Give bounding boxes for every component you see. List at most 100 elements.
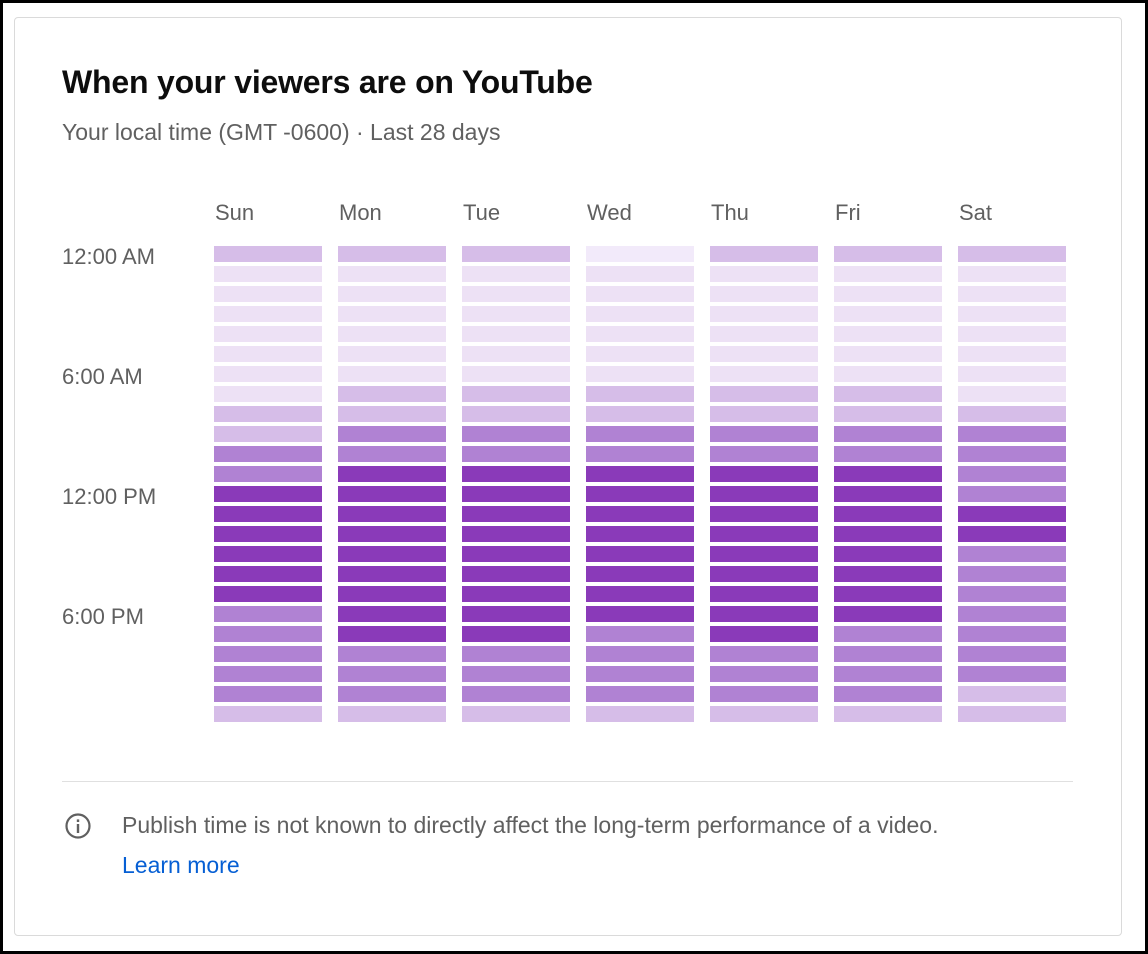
heatmap-cell-sun-hour-14[interactable]: [214, 526, 322, 542]
heatmap-cell-thu-hour-1[interactable]: [710, 266, 818, 282]
heatmap-cell-sun-hour-21[interactable]: [214, 666, 322, 682]
heatmap-cell-tue-hour-20[interactable]: [462, 646, 570, 662]
heatmap-cell-fri-hour-23[interactable]: [834, 706, 942, 722]
heatmap-cell-thu-hour-14[interactable]: [710, 526, 818, 542]
heatmap-cell-wed-hour-3[interactable]: [586, 306, 694, 322]
heatmap-cell-sat-hour-12[interactable]: [958, 486, 1066, 502]
heatmap-cell-fri-hour-4[interactable]: [834, 326, 942, 342]
heatmap-cell-sat-hour-17[interactable]: [958, 586, 1066, 602]
heatmap-cell-thu-hour-6[interactable]: [710, 366, 818, 382]
heatmap-cell-thu-hour-16[interactable]: [710, 566, 818, 582]
heatmap-cell-thu-hour-3[interactable]: [710, 306, 818, 322]
heatmap-cell-mon-hour-3[interactable]: [338, 306, 446, 322]
heatmap-cell-wed-hour-1[interactable]: [586, 266, 694, 282]
heatmap-cell-thu-hour-20[interactable]: [710, 646, 818, 662]
heatmap-cell-tue-hour-9[interactable]: [462, 426, 570, 442]
heatmap-cell-fri-hour-18[interactable]: [834, 606, 942, 622]
heatmap-cell-thu-hour-18[interactable]: [710, 606, 818, 622]
heatmap-cell-fri-hour-22[interactable]: [834, 686, 942, 702]
heatmap-cell-thu-hour-8[interactable]: [710, 406, 818, 422]
heatmap-cell-fri-hour-15[interactable]: [834, 546, 942, 562]
heatmap-cell-mon-hour-23[interactable]: [338, 706, 446, 722]
heatmap-cell-wed-hour-12[interactable]: [586, 486, 694, 502]
heatmap-cell-sat-hour-23[interactable]: [958, 706, 1066, 722]
heatmap-cell-fri-hour-1[interactable]: [834, 266, 942, 282]
heatmap-cell-sun-hour-19[interactable]: [214, 626, 322, 642]
heatmap-cell-sun-hour-23[interactable]: [214, 706, 322, 722]
heatmap-cell-thu-hour-13[interactable]: [710, 506, 818, 522]
heatmap-cell-sat-hour-20[interactable]: [958, 646, 1066, 662]
heatmap-cell-mon-hour-22[interactable]: [338, 686, 446, 702]
heatmap-cell-mon-hour-1[interactable]: [338, 266, 446, 282]
heatmap-cell-fri-hour-19[interactable]: [834, 626, 942, 642]
heatmap-cell-wed-hour-5[interactable]: [586, 346, 694, 362]
heatmap-cell-fri-hour-6[interactable]: [834, 366, 942, 382]
heatmap-cell-thu-hour-7[interactable]: [710, 386, 818, 402]
heatmap-cell-fri-hour-16[interactable]: [834, 566, 942, 582]
heatmap-cell-wed-hour-14[interactable]: [586, 526, 694, 542]
heatmap-cell-tue-hour-6[interactable]: [462, 366, 570, 382]
heatmap-cell-thu-hour-4[interactable]: [710, 326, 818, 342]
heatmap-cell-fri-hour-17[interactable]: [834, 586, 942, 602]
heatmap-cell-thu-hour-11[interactable]: [710, 466, 818, 482]
heatmap-cell-wed-hour-6[interactable]: [586, 366, 694, 382]
heatmap-cell-fri-hour-20[interactable]: [834, 646, 942, 662]
heatmap-cell-fri-hour-21[interactable]: [834, 666, 942, 682]
heatmap-cell-thu-hour-17[interactable]: [710, 586, 818, 602]
heatmap-cell-sun-hour-3[interactable]: [214, 306, 322, 322]
heatmap-cell-mon-hour-16[interactable]: [338, 566, 446, 582]
heatmap-cell-tue-hour-11[interactable]: [462, 466, 570, 482]
heatmap-cell-sat-hour-2[interactable]: [958, 286, 1066, 302]
heatmap-cell-wed-hour-15[interactable]: [586, 546, 694, 562]
heatmap-cell-fri-hour-7[interactable]: [834, 386, 942, 402]
heatmap-cell-wed-hour-0[interactable]: [586, 246, 694, 262]
heatmap-cell-thu-hour-21[interactable]: [710, 666, 818, 682]
heatmap-cell-thu-hour-0[interactable]: [710, 246, 818, 262]
heatmap-cell-wed-hour-7[interactable]: [586, 386, 694, 402]
heatmap-cell-tue-hour-22[interactable]: [462, 686, 570, 702]
heatmap-cell-wed-hour-20[interactable]: [586, 646, 694, 662]
heatmap-cell-sat-hour-10[interactable]: [958, 446, 1066, 462]
heatmap-cell-sun-hour-12[interactable]: [214, 486, 322, 502]
heatmap-cell-mon-hour-17[interactable]: [338, 586, 446, 602]
heatmap-cell-sun-hour-6[interactable]: [214, 366, 322, 382]
heatmap-cell-tue-hour-21[interactable]: [462, 666, 570, 682]
heatmap-cell-sun-hour-2[interactable]: [214, 286, 322, 302]
heatmap-cell-sun-hour-11[interactable]: [214, 466, 322, 482]
heatmap-cell-sat-hour-6[interactable]: [958, 366, 1066, 382]
heatmap-cell-sat-hour-22[interactable]: [958, 686, 1066, 702]
heatmap-cell-sat-hour-16[interactable]: [958, 566, 1066, 582]
heatmap-cell-tue-hour-7[interactable]: [462, 386, 570, 402]
heatmap-cell-mon-hour-12[interactable]: [338, 486, 446, 502]
heatmap-cell-tue-hour-3[interactable]: [462, 306, 570, 322]
heatmap-cell-sat-hour-14[interactable]: [958, 526, 1066, 542]
heatmap-cell-wed-hour-22[interactable]: [586, 686, 694, 702]
heatmap-cell-fri-hour-12[interactable]: [834, 486, 942, 502]
heatmap-cell-fri-hour-3[interactable]: [834, 306, 942, 322]
heatmap-cell-sat-hour-8[interactable]: [958, 406, 1066, 422]
heatmap-cell-tue-hour-0[interactable]: [462, 246, 570, 262]
heatmap-cell-sun-hour-13[interactable]: [214, 506, 322, 522]
heatmap-cell-sun-hour-5[interactable]: [214, 346, 322, 362]
heatmap-cell-mon-hour-19[interactable]: [338, 626, 446, 642]
heatmap-cell-tue-hour-10[interactable]: [462, 446, 570, 462]
heatmap-cell-sun-hour-20[interactable]: [214, 646, 322, 662]
heatmap-cell-wed-hour-8[interactable]: [586, 406, 694, 422]
heatmap-cell-wed-hour-18[interactable]: [586, 606, 694, 622]
heatmap-cell-wed-hour-11[interactable]: [586, 466, 694, 482]
heatmap-cell-tue-hour-17[interactable]: [462, 586, 570, 602]
heatmap-cell-wed-hour-23[interactable]: [586, 706, 694, 722]
heatmap-cell-tue-hour-5[interactable]: [462, 346, 570, 362]
heatmap-cell-mon-hour-15[interactable]: [338, 546, 446, 562]
heatmap-cell-sat-hour-4[interactable]: [958, 326, 1066, 342]
heatmap-cell-wed-hour-21[interactable]: [586, 666, 694, 682]
heatmap-cell-sat-hour-7[interactable]: [958, 386, 1066, 402]
heatmap-cell-sun-hour-4[interactable]: [214, 326, 322, 342]
heatmap-cell-tue-hour-19[interactable]: [462, 626, 570, 642]
heatmap-cell-sun-hour-18[interactable]: [214, 606, 322, 622]
heatmap-cell-mon-hour-18[interactable]: [338, 606, 446, 622]
heatmap-cell-sat-hour-18[interactable]: [958, 606, 1066, 622]
heatmap-cell-mon-hour-4[interactable]: [338, 326, 446, 342]
heatmap-cell-fri-hour-10[interactable]: [834, 446, 942, 462]
heatmap-cell-sat-hour-5[interactable]: [958, 346, 1066, 362]
